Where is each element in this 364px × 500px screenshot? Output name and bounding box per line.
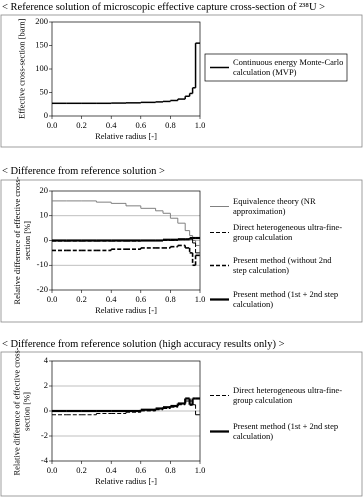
- legend-label: Continuous energy Monte-Carlo calculatio…: [233, 57, 344, 77]
- panel-title: < Difference from reference solution (hi…: [2, 339, 285, 350]
- y-tick-label: 200: [35, 16, 48, 26]
- y-tick-label: -10: [37, 259, 48, 269]
- x-tick-label: 0.0: [47, 294, 58, 304]
- x-tick-label: 0.8: [165, 120, 176, 130]
- x-tick-label: 0.0: [47, 465, 58, 475]
- legend-label: Present method (1st + 2nd step calculati…: [233, 421, 339, 441]
- x-tick-label: 0.8: [165, 294, 176, 304]
- y-tick-label: -2: [41, 430, 48, 440]
- y-tick-label: 10: [40, 210, 49, 220]
- y-axis-label: Effective cross-section [barn]: [16, 18, 27, 119]
- y-tick-label: 20: [40, 185, 49, 195]
- panel-border: [0, 14, 363, 148]
- panel-border: [0, 351, 363, 497]
- x-tick-label: 1.0: [195, 120, 206, 130]
- x-axis-label: Relative radius [-]: [95, 305, 157, 315]
- x-tick-label: 0.2: [76, 294, 87, 304]
- y-axis-label: Relative difference of effective cross-s…: [11, 176, 32, 305]
- plot-frame: [51, 21, 201, 117]
- x-axis-label: Relative radius [-]: [95, 131, 157, 141]
- y-tick-label: 0: [44, 405, 48, 415]
- x-tick-label: 0.6: [135, 465, 146, 475]
- x-tick-label: 1.0: [195, 294, 206, 304]
- x-tick-label: 1.0: [195, 465, 206, 475]
- legend-label: Present method (1st + 2nd step calculati…: [233, 289, 339, 309]
- panel-title: < Reference solution of microscopic effe…: [2, 2, 326, 13]
- x-tick-label: 0.8: [165, 465, 176, 475]
- panel-title: < Difference from reference solution >: [2, 166, 165, 177]
- y-tick-label: 2: [44, 380, 48, 390]
- legend-label: Present method (without 2nd step calcula…: [233, 255, 332, 275]
- x-tick-label: 0.4: [106, 465, 117, 475]
- y-tick-label: 4: [44, 355, 49, 365]
- y-tick-label: 0: [44, 110, 48, 120]
- legend-border: [204, 53, 348, 82]
- y-tick-label: 0: [44, 234, 48, 244]
- x-tick-label: 0.6: [135, 294, 146, 304]
- x-tick-label: 0.4: [106, 294, 117, 304]
- y-tick-label: -4: [41, 455, 49, 465]
- legend-label: Equivalence theory (NR approximation): [233, 196, 316, 216]
- legend-label: Direct heterogeneous ultra-fine-group ca…: [233, 385, 343, 405]
- x-tick-label: 0.2: [76, 120, 87, 130]
- x-axis-label: Relative radius [-]: [95, 476, 157, 486]
- y-tick-label: -20: [37, 284, 48, 294]
- panel-border: [0, 179, 363, 323]
- x-tick-label: 0.6: [135, 120, 146, 130]
- y-tick-label: 100: [35, 63, 48, 73]
- y-tick-label: 150: [35, 39, 48, 49]
- legend-label: Direct heterogeneous ultra-fine-group ca…: [233, 222, 343, 242]
- y-axis-label: Relative difference of effective cross-s…: [11, 346, 32, 476]
- y-tick-label: 50: [40, 86, 49, 96]
- x-tick-label: 0.4: [106, 120, 117, 130]
- x-tick-label: 0.0: [47, 120, 58, 130]
- x-tick-label: 0.2: [76, 465, 87, 475]
